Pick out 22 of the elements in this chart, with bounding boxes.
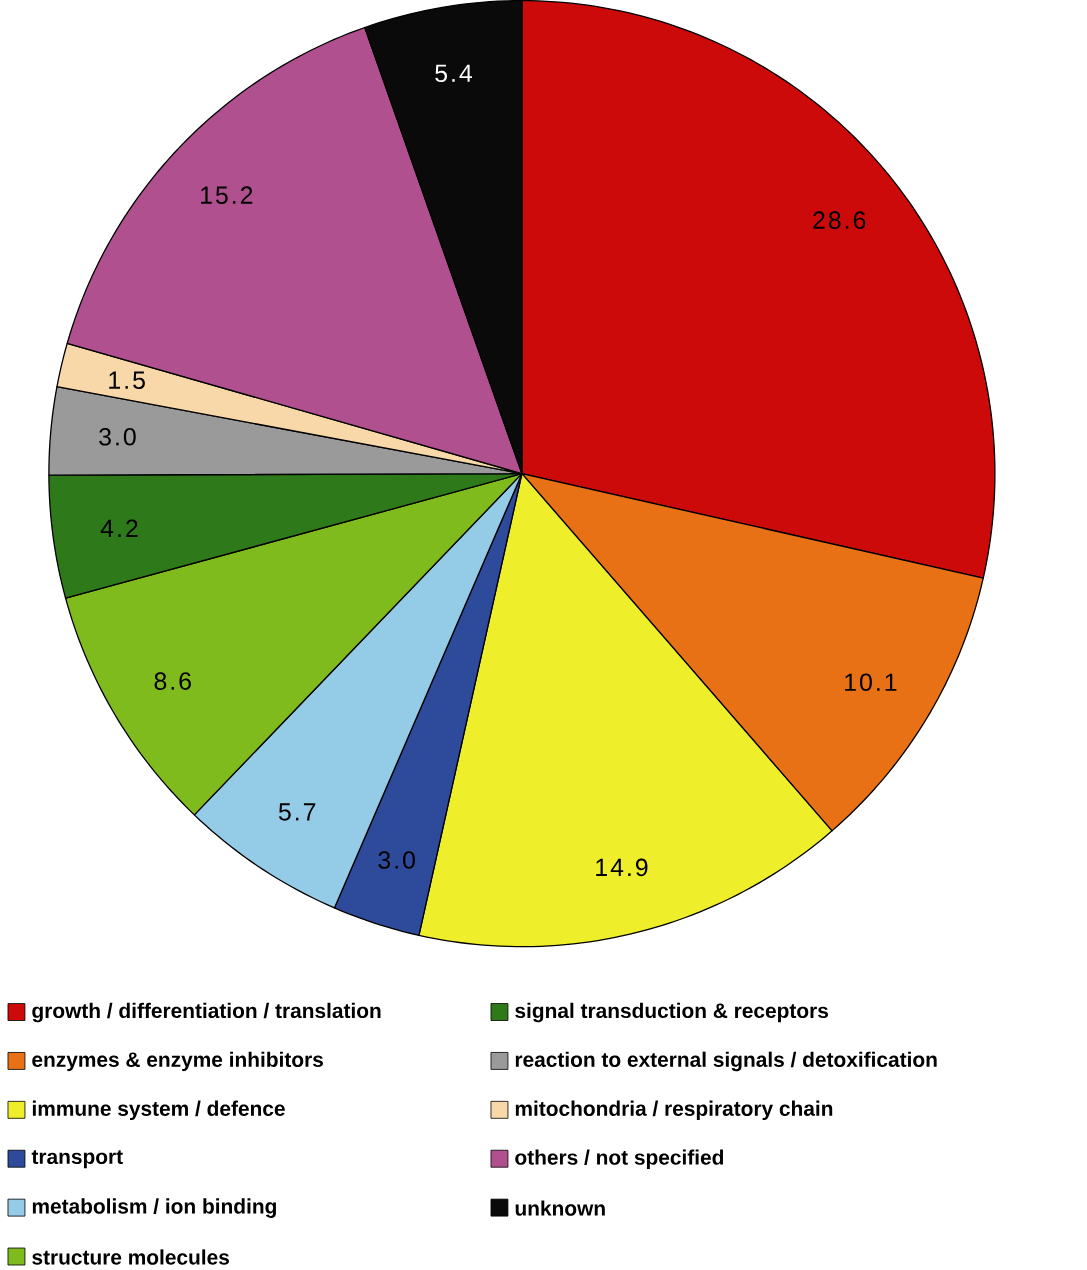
legend-label: growth / differentiation / translation bbox=[32, 1002, 381, 1023]
data-label: 14.9 bbox=[596, 858, 648, 877]
legend-label: transport bbox=[31, 1150, 123, 1169]
data-label: 4.2 bbox=[100, 519, 138, 537]
legend-label: immune system / defence bbox=[33, 1100, 285, 1121]
data-label: 8.6 bbox=[154, 672, 192, 690]
legend-label: others / not specified bbox=[515, 1149, 724, 1169]
data-label: 15.2 bbox=[201, 186, 253, 204]
legend-label: structure molecules bbox=[32, 1249, 230, 1265]
data-label: 5.7 bbox=[279, 803, 316, 821]
legend-label: enzymes & enzyme inhibitors bbox=[32, 1051, 324, 1072]
data-label: 28.6 bbox=[813, 211, 866, 229]
legend-label: mitochondria / respiratory chain bbox=[515, 1100, 833, 1121]
data-label: 3.0 bbox=[378, 851, 416, 869]
data-label: 3.0 bbox=[99, 427, 136, 446]
legend-label: reaction to external signals / detoxification bbox=[515, 1051, 937, 1072]
legend-label: unknown bbox=[515, 1200, 605, 1216]
legend-label: signal transduction & receptors bbox=[515, 1002, 829, 1023]
data-label: 10.1 bbox=[845, 673, 897, 692]
data-label: 5.4 bbox=[435, 64, 473, 82]
data-label: 1.5 bbox=[109, 371, 146, 389]
legend-label: metabolism / ion binding bbox=[32, 1198, 277, 1218]
